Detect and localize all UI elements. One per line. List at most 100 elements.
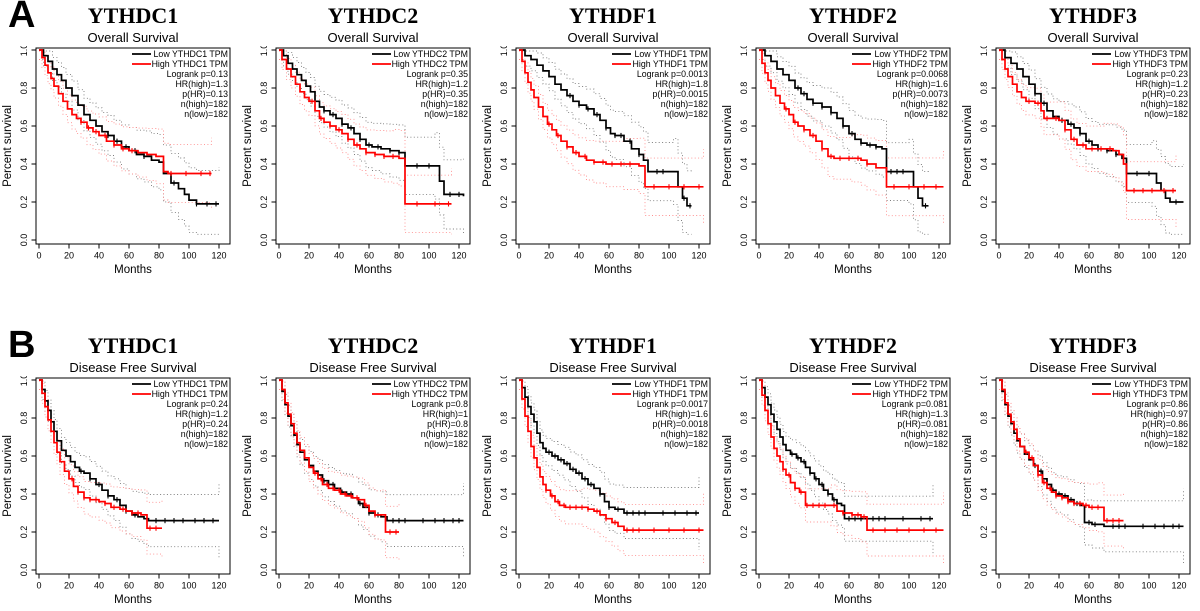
legend-label-high: High YTHDF3 TPM [1113,389,1188,399]
y-tick-label: 0.6 [19,120,29,133]
x-tick-label: 0 [756,581,761,591]
x-tick-label: 80 [634,581,644,591]
y-tick-label: 0.2 [739,526,749,539]
stat-line: n(high)=182 [901,99,948,109]
x-axis-label: Months [354,594,392,606]
y-tick-label: 0.0 [19,564,29,577]
km-chart: 0 20 40 60 80 100 120 Months 0.0 0.2 0.4 0.6 0.8 1.0 P… [242,376,471,606]
stat-line: p(HR)=0.13 [182,89,228,99]
legend-label-high: High YTHDC1 TPM [152,59,228,69]
y-axis-label: Percent survival [242,435,254,517]
x-tick-label: 100 [1141,251,1156,261]
y-tick-label: 0.2 [259,526,269,539]
stat-line: Logrank p=0.86 [1127,399,1188,409]
panel-label-b: B [8,324,36,366]
y-tick-label: 0.0 [259,564,269,577]
stat-line: HR(high)=1.8 [655,79,708,89]
x-tick-label: 0 [516,251,521,261]
plot-subtitle: Overall Survival [1047,30,1139,45]
y-tick-label: 0.8 [979,412,989,425]
km-plot-YTHDF2-B: YTHDF2 Disease Free Survival 0 20 40 60 80 100 1… [720,332,960,608]
confidence-interval-curve [759,380,934,497]
km-chart: 0 20 40 60 80 100 120 Months 0.0 0.2 0.4 0.6 0.8 1.0 P… [242,46,471,276]
x-tick-label: 0 [36,581,41,591]
stat-line: Logrank p=0.8 [412,399,469,409]
legend-label-low: Low YTHDC2 TPM [394,49,468,59]
y-axis-label: Percent survival [722,435,734,517]
x-tick-label: 20 [784,251,794,261]
panel-a: A YTHDC1 Overall Survival 0 20 40 60 80 100 120 M… [0,0,1200,278]
x-tick-label: 20 [64,581,74,591]
y-axis-label: Percent survival [962,435,974,517]
confidence-interval-curve [39,380,220,495]
legend-label-low: Low YTHDF1 TPM [635,49,709,59]
plot-frame [35,377,231,575]
y-tick-label: 0.2 [979,526,989,539]
x-tick-label: 100 [421,581,436,591]
plots-row-disease-free-survival: YTHDC1 Disease Free Survival 0 20 40 60 80 100 1… [0,332,1200,608]
stat-line: Logrank p=0.23 [1127,69,1188,79]
x-tick-label: 40 [1054,581,1064,591]
gene-title: YTHDF1 [569,333,657,358]
y-tick-label: 0.6 [19,450,29,463]
x-tick-label: 20 [784,581,794,591]
plot-subtitle: Overall Survival [807,30,899,45]
y-axis-label: Percent survival [482,435,494,517]
y-tick-label: 0.2 [19,526,29,539]
stat-line: HR(high)=1.6 [655,409,708,419]
x-tick-label: 0 [756,251,761,261]
y-tick-label: 0.8 [259,412,269,425]
x-tick-label: 40 [334,251,344,261]
stat-line: n(low)=182 [424,109,468,119]
stat-line: n(high)=182 [901,429,948,439]
y-tick-label: 0.2 [499,526,509,539]
km-plot-YTHDC1-B: YTHDC1 Disease Free Survival 0 20 40 60 80 100 1… [0,332,240,608]
x-tick-label: 20 [64,251,74,261]
y-tick-label: 0.4 [259,158,269,171]
stat-line: HR(high)=1.3 [175,79,228,89]
x-tick-label: 100 [901,581,916,591]
y-tick-label: 0.8 [19,412,29,425]
y-tick-label: 0.4 [979,158,989,171]
legend-label-high: High YTHDF2 TPM [873,389,948,399]
gene-title: YTHDF3 [1049,333,1137,358]
confidence-interval-curve [39,389,220,558]
y-tick-label: 1.0 [259,376,269,386]
y-tick-label: 0.8 [979,82,989,95]
stat-line: n(high)=182 [421,99,468,109]
km-curve-low [519,49,692,207]
x-tick-label: 80 [394,251,404,261]
stat-line: n(high)=182 [661,99,708,109]
y-tick-label: 0.4 [499,158,509,171]
y-tick-label: 0.2 [19,196,29,209]
stat-line: HR(high)=1.3 [895,409,948,419]
y-tick-label: 0.2 [979,196,989,209]
legend-label-high: High YTHDC1 TPM [152,389,228,399]
confidence-interval-curve [279,389,400,560]
x-axis-label: Months [354,264,392,276]
stat-line: Logrank p=0.0017 [637,399,708,409]
legend-label-low: Low YTHDF2 TPM [875,49,949,59]
x-tick-label: 100 [181,581,196,591]
stat-line: HR(high)=1.2 [415,79,468,89]
km-curve-high [759,49,944,188]
gene-title: YTHDF2 [809,333,897,358]
legend-label-high: High YTHDF1 TPM [633,389,708,399]
y-tick-label: 0.6 [499,450,509,463]
x-tick-label: 120 [1171,581,1186,591]
stat-line: p(HR)=0.8 [427,419,468,429]
km-curve-high [279,379,399,533]
x-tick-label: 120 [451,581,466,591]
confidence-interval-curve [519,50,692,172]
y-tick-label: 0.6 [739,120,749,133]
stat-line: p(HR)=0.86 [1142,419,1188,429]
x-tick-label: 60 [1084,251,1094,261]
stat-line: n(high)=182 [1141,429,1188,439]
x-tick-label: 0 [276,581,281,591]
stat-line: HR(high)=1.2 [175,409,228,419]
x-tick-label: 0 [996,581,1001,591]
km-curve-low [279,49,465,197]
plot-frame [35,47,231,245]
stat-line: n(low)=182 [1144,109,1188,119]
stat-line: n(low)=182 [424,439,468,449]
